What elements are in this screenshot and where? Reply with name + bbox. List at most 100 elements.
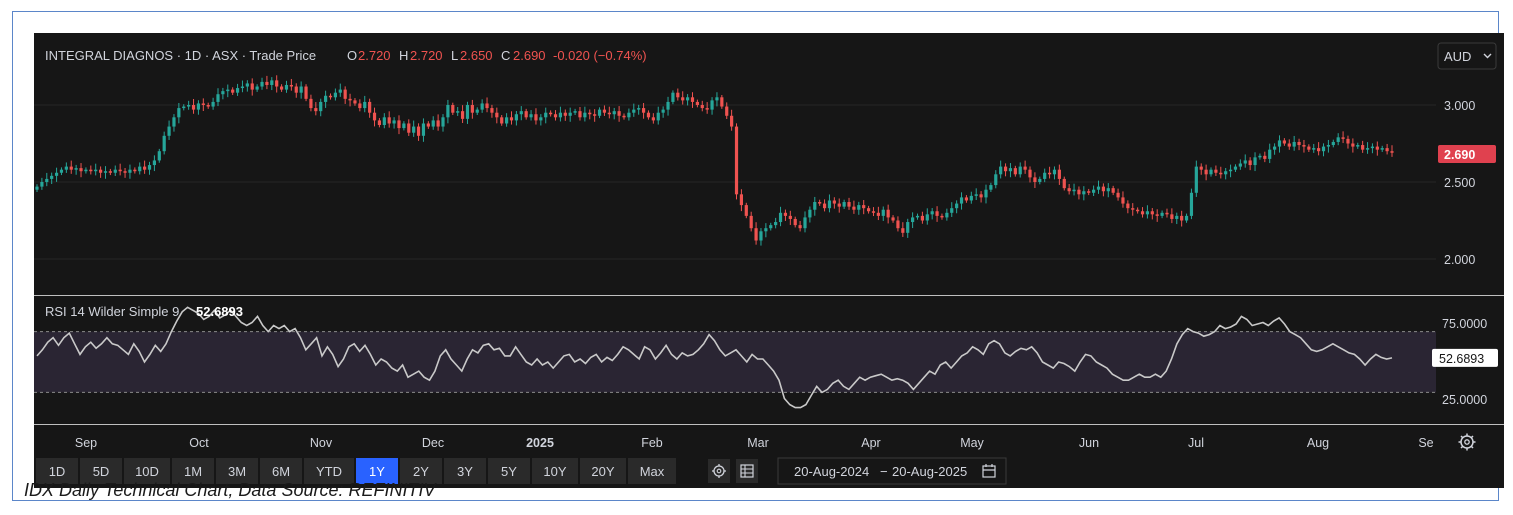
- candle: [519, 106, 523, 121]
- candle: [480, 99, 484, 113]
- candle: [1326, 139, 1331, 153]
- candle: [1243, 154, 1247, 168]
- candle: [730, 109, 734, 131]
- range-button-max[interactable]: Max: [628, 458, 676, 484]
- range-button-1d[interactable]: 1D: [36, 458, 78, 484]
- range-button-5d[interactable]: 5D: [80, 458, 122, 484]
- candle: [143, 160, 147, 174]
- candle: [646, 110, 651, 120]
- candle: [377, 118, 382, 128]
- candle: [1209, 167, 1213, 177]
- candle: [108, 168, 112, 176]
- candle: [1219, 166, 1223, 179]
- candle: [1101, 183, 1105, 197]
- candle: [250, 78, 254, 96]
- candle: [1033, 172, 1037, 189]
- candle: [661, 106, 665, 118]
- candle: [1351, 138, 1355, 153]
- range-button-ytd[interactable]: YTD: [304, 458, 354, 484]
- time-label: Mar: [747, 436, 769, 450]
- candle: [607, 106, 611, 119]
- candle: [539, 114, 543, 126]
- candle: [1038, 176, 1042, 185]
- candle: [235, 83, 240, 96]
- candle: [744, 202, 748, 219]
- candle: [294, 83, 298, 98]
- toolbar-settings-button[interactable]: [708, 459, 730, 483]
- chart-frame: INTEGRAL DIAGNOS · 1D · ASX · Trade Pric…: [12, 11, 1504, 501]
- range-button-20y[interactable]: 20Y: [580, 458, 626, 484]
- candle: [1233, 164, 1238, 172]
- time-label: Jun: [1079, 436, 1099, 450]
- range-button-label: 10D: [135, 464, 159, 479]
- candle: [739, 189, 744, 212]
- range-button-10y[interactable]: 10Y: [532, 458, 578, 484]
- chart-widget[interactable]: INTEGRAL DIAGNOS · 1D · ASX · Trade Pric…: [34, 33, 1504, 488]
- currency-selector[interactable]: AUD: [1437, 42, 1497, 70]
- candle: [925, 208, 929, 225]
- toolbar-table-button[interactable]: [736, 459, 758, 483]
- time-axis[interactable]: Sep Oct Nov Dec 2025 Feb Mar Apr May Jun…: [75, 436, 1434, 450]
- candle: [54, 167, 59, 182]
- price-axis[interactable]: [1436, 33, 1504, 295]
- candle: [1307, 144, 1311, 152]
- range-button-10d[interactable]: 10D: [124, 458, 170, 484]
- time-label: Aug: [1307, 436, 1329, 450]
- candle: [876, 206, 880, 221]
- candle: [793, 216, 797, 228]
- gear-icon[interactable]: [1458, 433, 1476, 451]
- candle: [862, 200, 866, 215]
- candle: [891, 215, 895, 223]
- candle: [857, 201, 861, 215]
- candle: [416, 123, 421, 141]
- candle: [221, 87, 225, 100]
- candle: [514, 111, 518, 126]
- candle: [651, 113, 655, 124]
- candle: [563, 109, 567, 121]
- date-separator: −: [880, 464, 888, 479]
- range-button-1y[interactable]: 1Y: [356, 458, 398, 484]
- time-label: Feb: [641, 436, 663, 450]
- candle: [778, 206, 783, 227]
- range-button-3y[interactable]: 3Y: [444, 458, 486, 484]
- candle: [641, 102, 646, 119]
- candle: [1194, 160, 1198, 197]
- candle: [1003, 163, 1008, 177]
- candle: [431, 116, 435, 130]
- candle: [945, 208, 949, 221]
- candle: [465, 101, 470, 124]
- candle: [255, 84, 259, 92]
- rsi-label: RSI 14 Wilder Simple 9: [45, 304, 179, 319]
- candle: [348, 93, 352, 107]
- candle: [182, 104, 186, 111]
- candle: [969, 191, 973, 204]
- candle: [387, 111, 391, 128]
- candle: [412, 120, 416, 137]
- range-button-5y[interactable]: 5Y: [488, 458, 530, 484]
- candle: [930, 208, 934, 220]
- candle: [1047, 166, 1052, 179]
- rsi-marker-value: 52.6893: [1439, 352, 1484, 366]
- candle: [764, 223, 768, 238]
- candle: [79, 163, 83, 178]
- date-range-picker[interactable]: 20-Aug-2024 − 20-Aug-2025: [777, 457, 1007, 485]
- candle: [852, 200, 856, 214]
- candle: [783, 209, 788, 221]
- candle: [935, 206, 939, 222]
- candle: [490, 104, 494, 118]
- change-value: -0.020 (−0.74%): [553, 48, 647, 63]
- candle: [1263, 151, 1267, 163]
- candle: [1136, 207, 1140, 214]
- candle: [1214, 165, 1218, 176]
- candle: [162, 131, 166, 155]
- candle: [1165, 208, 1169, 218]
- rsi-value-marker: 52.6893: [1432, 348, 1498, 367]
- candle: [1145, 205, 1150, 219]
- range-button-2y[interactable]: 2Y: [400, 458, 442, 484]
- range-button-3m[interactable]: 3M: [216, 458, 258, 484]
- candle: [123, 167, 127, 178]
- candle: [690, 92, 695, 108]
- range-button-1m[interactable]: 1M: [172, 458, 214, 484]
- open-label: O: [347, 48, 357, 63]
- range-button-6m[interactable]: 6M: [260, 458, 302, 484]
